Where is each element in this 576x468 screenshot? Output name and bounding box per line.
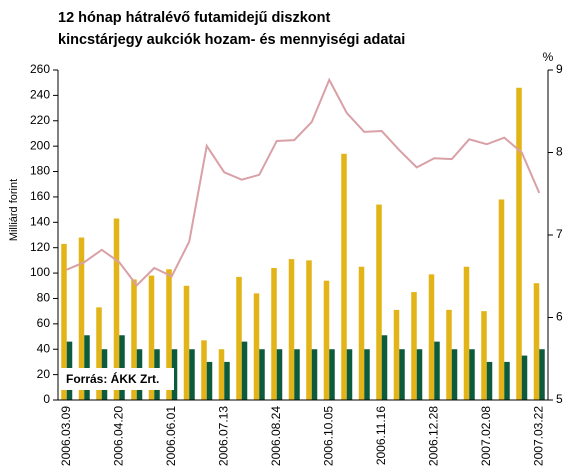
x-tick-label: 2007.03.22 xyxy=(531,406,545,466)
y-tick-label: 260 xyxy=(30,62,50,76)
bar xyxy=(416,349,423,400)
y2-tick-label: 5 xyxy=(556,392,563,406)
x-tick-label: 2006.03.09 xyxy=(59,406,73,466)
x-tick-label: 2006.11.16 xyxy=(374,406,388,465)
bar xyxy=(183,285,190,400)
bar xyxy=(393,309,400,400)
x-tick-label: 2006.08.24 xyxy=(269,406,283,466)
bar xyxy=(148,275,155,400)
bar xyxy=(241,341,248,400)
bar xyxy=(341,153,347,400)
y2-tick-label: 7 xyxy=(556,227,563,241)
chart-title: kincstárjegy aukciók hozam- és mennyiség… xyxy=(58,32,405,48)
bar xyxy=(451,349,458,400)
bar xyxy=(539,349,545,400)
bar xyxy=(189,349,195,400)
y-tick-label: 180 xyxy=(30,164,50,178)
bar xyxy=(259,349,265,400)
bar xyxy=(236,276,242,400)
line xyxy=(66,77,541,287)
bar xyxy=(463,266,470,400)
x-tick-label: 2006.04.20 xyxy=(111,406,125,466)
bar xyxy=(521,355,528,400)
bar xyxy=(364,349,370,400)
bar xyxy=(306,260,312,400)
bar xyxy=(218,349,225,400)
bar xyxy=(329,349,335,400)
y-tick-label: 120 xyxy=(30,240,50,254)
bar xyxy=(504,361,510,400)
bar xyxy=(131,279,137,400)
bar xyxy=(411,292,417,400)
bar xyxy=(253,293,260,400)
bar xyxy=(206,361,213,400)
y-axis-label: Milliárd forint xyxy=(8,179,20,241)
x-tick-label: 2006.06.01 xyxy=(164,406,178,466)
y2-axis-label: % xyxy=(543,50,554,64)
bar xyxy=(201,340,207,400)
y-tick-label: 60 xyxy=(37,316,51,330)
y-tick-label: 100 xyxy=(30,265,50,279)
bar xyxy=(166,269,172,400)
bar xyxy=(399,349,405,400)
y2-tick-label: 6 xyxy=(556,310,563,324)
bar xyxy=(346,349,353,400)
x-tick-label: 2006.12.28 xyxy=(426,406,440,466)
y-tick-label: 200 xyxy=(30,138,50,152)
bar xyxy=(381,335,388,400)
bar xyxy=(294,349,300,400)
y-tick-label: 80 xyxy=(37,291,51,305)
y2-tick-label: 8 xyxy=(556,145,563,159)
annotation: Forrás: ÁKK Zrt. xyxy=(66,371,159,386)
bar xyxy=(428,274,435,400)
y2-tick-label: 9 xyxy=(556,62,563,76)
bar xyxy=(78,237,85,400)
y-tick-label: 40 xyxy=(37,341,51,355)
chart-title: 12 hónap hátralévő futamidejű diszkont xyxy=(58,10,330,26)
bar xyxy=(113,218,120,400)
bar xyxy=(96,307,102,400)
bar xyxy=(376,204,382,400)
bar xyxy=(533,283,540,400)
bar xyxy=(446,309,452,400)
bar xyxy=(498,199,505,400)
x-tick-label: 2006.10.05 xyxy=(321,406,335,466)
bar xyxy=(276,349,283,400)
x-tick-label: 2006.07.13 xyxy=(216,406,230,466)
bar xyxy=(481,311,487,400)
bar xyxy=(486,361,493,400)
bar xyxy=(224,361,230,400)
y-tick-label: 20 xyxy=(37,367,51,381)
bar xyxy=(61,243,67,400)
bar xyxy=(119,335,125,400)
x-tick-label: 2007.02.08 xyxy=(479,406,493,466)
bar xyxy=(84,335,90,400)
bar xyxy=(434,341,440,400)
y-tick-label: 160 xyxy=(30,189,50,203)
y-tick-label: 0 xyxy=(43,392,50,406)
bar xyxy=(311,349,318,400)
y-tick-label: 220 xyxy=(30,113,50,127)
y-tick-label: 140 xyxy=(30,214,50,228)
bar xyxy=(516,87,522,401)
bar xyxy=(469,349,475,400)
bar xyxy=(323,280,330,400)
bar xyxy=(171,349,178,400)
annotation-box xyxy=(60,368,174,390)
bar xyxy=(358,266,365,400)
bar xyxy=(288,259,295,400)
y-tick-label: 240 xyxy=(30,88,50,102)
bar xyxy=(271,268,277,400)
